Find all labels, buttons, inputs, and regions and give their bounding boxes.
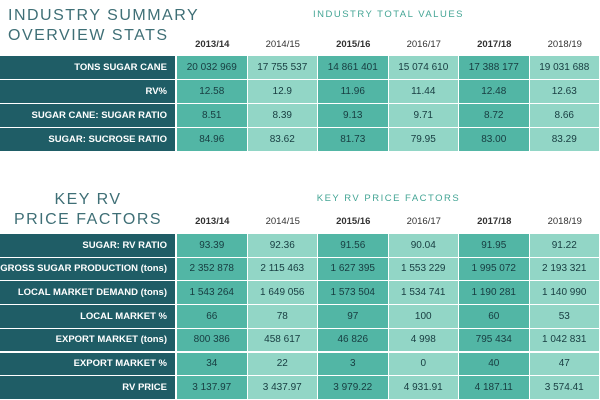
table-cell: 1 995 072 bbox=[459, 257, 529, 282]
table-cell: 12.9 bbox=[247, 80, 317, 104]
table-cell: 1 627 395 bbox=[318, 257, 388, 282]
column-header: 2013/14 bbox=[195, 216, 230, 227]
table-cell: 91.22 bbox=[529, 234, 599, 258]
table-cell: 8.72 bbox=[459, 104, 529, 128]
column-header: 2014/15 bbox=[265, 39, 300, 50]
table-cell: 15 074 610 bbox=[388, 56, 458, 80]
table-cell: 2 193 321 bbox=[529, 257, 599, 282]
row-label: LOCAL MARKET % bbox=[0, 305, 175, 329]
row-label: SUGAR: SUCROSE RATIO bbox=[0, 128, 175, 152]
section-title: PRICE FACTORS bbox=[13, 211, 163, 228]
table-cell: 40 bbox=[459, 352, 529, 377]
table-cell: 8.39 bbox=[247, 104, 317, 128]
table-cell: 795 434 bbox=[459, 328, 529, 353]
row-label: RV PRICE bbox=[0, 376, 175, 400]
column-header: 2013/14 bbox=[195, 39, 230, 50]
table-cell: 458 617 bbox=[247, 328, 317, 353]
table-cell: 66 bbox=[177, 305, 247, 329]
table-cell: 84.96 bbox=[177, 128, 247, 152]
section-heading: KEY RV PRICE FACTORS bbox=[316, 193, 461, 204]
table-cell: 14 861 401 bbox=[318, 56, 388, 80]
table-cell: 3 574.41 bbox=[529, 376, 599, 400]
table-cell: 3 bbox=[318, 352, 388, 377]
table-cell: 3 137.97 bbox=[177, 376, 247, 400]
table-cell: 1 042 831 bbox=[529, 328, 599, 353]
section-title: KEY RV bbox=[54, 191, 122, 208]
table-cell: 11.44 bbox=[388, 80, 458, 104]
table-cell: 22 bbox=[247, 352, 317, 377]
table-cell: 1 190 281 bbox=[459, 281, 529, 306]
table-cell: 2 115 463 bbox=[247, 257, 317, 282]
table-cell: 78 bbox=[247, 305, 317, 329]
table-cell: 60 bbox=[459, 305, 529, 329]
table-cell: 79.95 bbox=[388, 128, 458, 152]
table-cell: 92.36 bbox=[247, 234, 317, 258]
column-header: 2017/18 bbox=[477, 39, 512, 50]
table-cell: 4 187.11 bbox=[459, 376, 529, 400]
table-cell: 4 998 bbox=[388, 328, 458, 353]
table-cell: 17 755 537 bbox=[247, 56, 317, 80]
section-title: INDUSTRY SUMMARY bbox=[8, 7, 200, 24]
table-cell: 800 386 bbox=[177, 328, 247, 353]
table-cell: 9.71 bbox=[388, 104, 458, 128]
table-cell: 1 140 990 bbox=[529, 281, 599, 306]
table-cell: 93.39 bbox=[177, 234, 247, 258]
table-cell: 12.58 bbox=[177, 80, 247, 104]
table-cell: 46 826 bbox=[318, 328, 388, 353]
column-header: 2018/19 bbox=[547, 39, 582, 50]
table-cell: 9.13 bbox=[318, 104, 388, 128]
row-label: EXPORT MARKET (tons) bbox=[0, 328, 175, 353]
table-cell: 100 bbox=[388, 305, 458, 329]
table-cell: 91.95 bbox=[459, 234, 529, 258]
row-label: SUGAR CANE: SUGAR RATIO bbox=[0, 104, 175, 128]
table-cell: 53 bbox=[529, 305, 599, 329]
column-header: 2016/17 bbox=[406, 216, 441, 227]
table-cell: 34 bbox=[177, 352, 247, 377]
table-cell: 3 437.97 bbox=[247, 376, 317, 400]
table-cell: 11.96 bbox=[318, 80, 388, 104]
table-cell: 1 649 056 bbox=[247, 281, 317, 306]
table-cell: 12.48 bbox=[459, 80, 529, 104]
row-label: LOCAL MARKET DEMAND (tons) bbox=[0, 281, 175, 306]
row-label: SUGAR: RV RATIO bbox=[0, 234, 175, 258]
table-cell: 2 352 878 bbox=[177, 257, 247, 282]
column-header: 2018/19 bbox=[547, 216, 582, 227]
column-header: 2014/15 bbox=[265, 216, 300, 227]
table-cell: 91.56 bbox=[318, 234, 388, 258]
row-label: GROSS SUGAR PRODUCTION (tons) bbox=[0, 257, 175, 282]
table-cell: 83.29 bbox=[529, 128, 599, 152]
table-cell: 4 931.91 bbox=[388, 376, 458, 400]
table-cell: 47 bbox=[529, 352, 599, 377]
column-header: 2017/18 bbox=[477, 216, 512, 227]
table-cell: 1 534 741 bbox=[388, 281, 458, 306]
table-cell: 8.66 bbox=[529, 104, 599, 128]
table-cell: 83.00 bbox=[459, 128, 529, 152]
table-cell: 17 388 177 bbox=[459, 56, 529, 80]
table-cell: 19 031 688 bbox=[529, 56, 599, 80]
row-label: EXPORT MARKET % bbox=[0, 352, 175, 377]
table-cell: 81.73 bbox=[318, 128, 388, 152]
table-cell: 20 032 969 bbox=[177, 56, 247, 80]
table-cell: 12.63 bbox=[529, 80, 599, 104]
section-title: OVERVIEW STATS bbox=[8, 27, 169, 44]
table-cell: 1 543 264 bbox=[177, 281, 247, 306]
table-cell: 90.04 bbox=[388, 234, 458, 258]
section-heading: INDUSTRY TOTAL VALUES bbox=[313, 9, 464, 20]
table-cell: 1 553 229 bbox=[388, 257, 458, 282]
table-cell: 0 bbox=[388, 352, 458, 377]
table-cell: 1 573 504 bbox=[318, 281, 388, 306]
row-label: TONS SUGAR CANE bbox=[0, 56, 175, 80]
table-cell: 83.62 bbox=[247, 128, 317, 152]
table-cell: 8.51 bbox=[177, 104, 247, 128]
column-header: 2015/16 bbox=[336, 216, 371, 227]
column-header: 2015/16 bbox=[336, 39, 371, 50]
column-header: 2016/17 bbox=[406, 39, 441, 50]
row-label: RV% bbox=[0, 80, 175, 104]
table-cell: 97 bbox=[318, 305, 388, 329]
table-cell: 3 979.22 bbox=[318, 376, 388, 400]
